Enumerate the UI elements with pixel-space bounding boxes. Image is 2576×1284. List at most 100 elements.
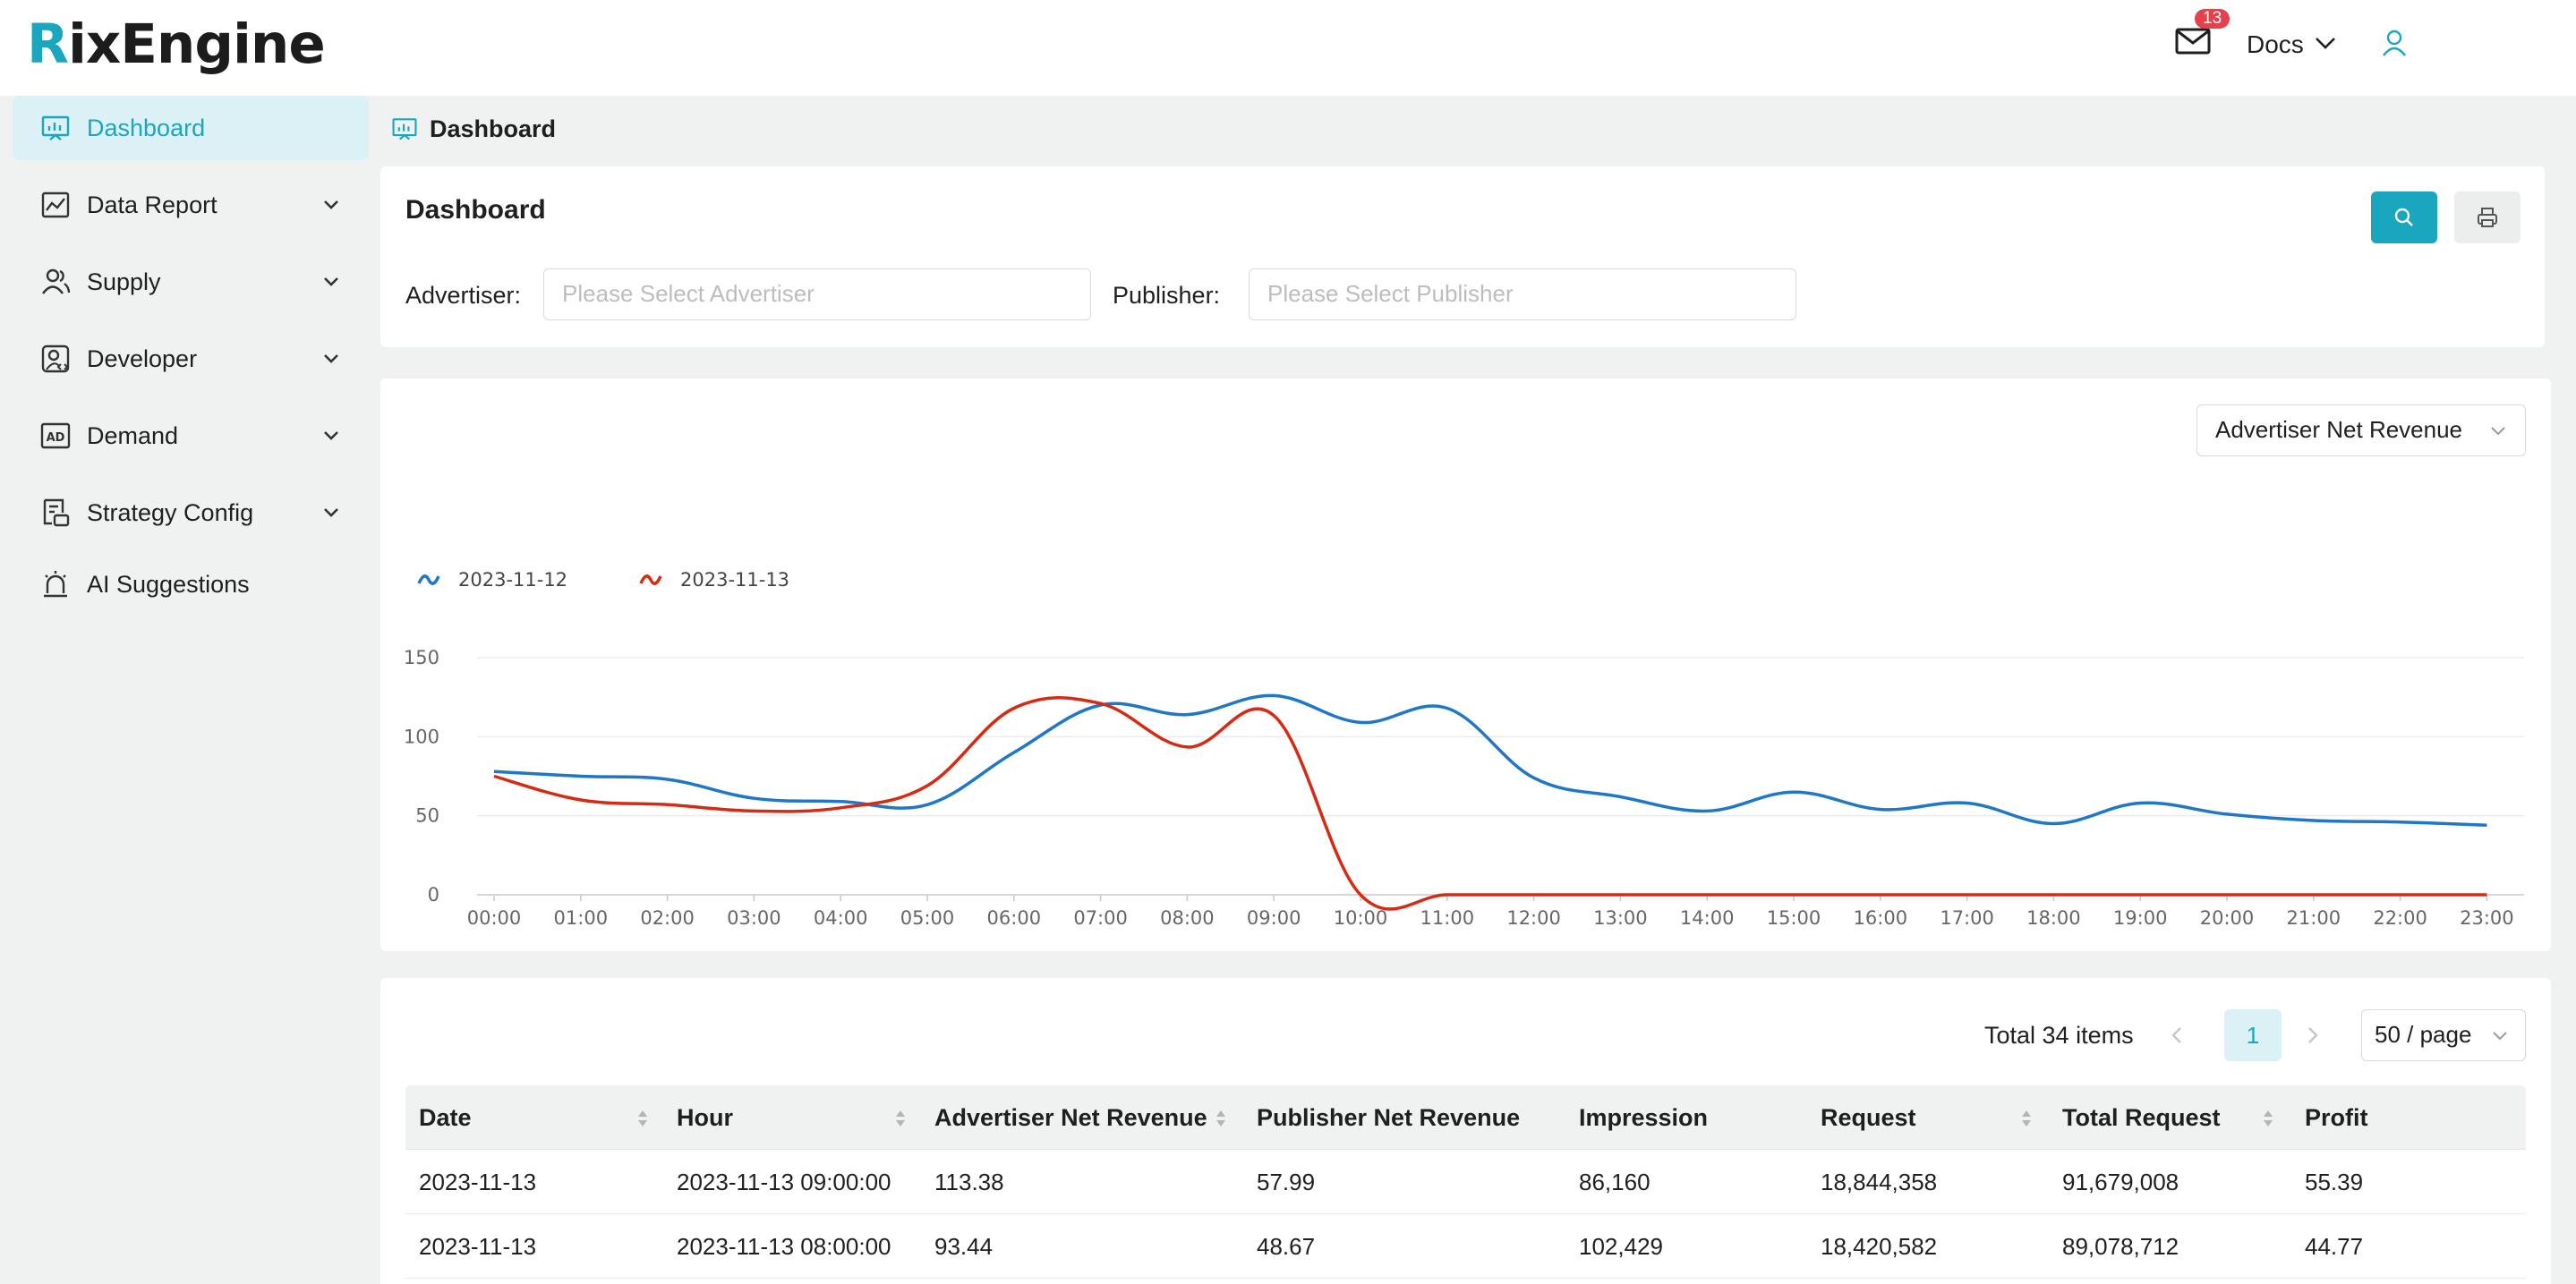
metric-select[interactable]: Advertiser Net Revenue bbox=[2196, 404, 2526, 456]
top-bar: RixEngine 13 Docs bbox=[0, 0, 2576, 96]
sidebar-item-demand[interactable]: AD Demand bbox=[13, 404, 369, 468]
legend-symbol bbox=[639, 574, 662, 585]
logo-accent-letter: R bbox=[27, 13, 69, 76]
sort-icon[interactable] bbox=[2020, 1109, 2033, 1128]
chevron-right-icon[interactable] bbox=[2303, 1023, 2323, 1048]
sidebar-item-label: Dashboard bbox=[87, 114, 206, 141]
sort-icon[interactable] bbox=[1215, 1109, 1227, 1128]
column-header-request[interactable]: Request bbox=[1821, 1104, 1916, 1131]
strategy-icon bbox=[43, 498, 70, 527]
sidebar-item-label: Supply bbox=[87, 268, 161, 295]
x-tick-label: 11:00 bbox=[1420, 907, 1475, 929]
print-button[interactable] bbox=[2454, 191, 2521, 243]
x-tick-label: 17:00 bbox=[1940, 907, 1994, 929]
x-tick-label: 05:00 bbox=[900, 907, 955, 929]
table-row[interactable]: 2023-11-13 2023-11-13 08:00:00 93.44 48.… bbox=[405, 1214, 2526, 1279]
x-tick-label: 14:00 bbox=[1680, 907, 1735, 929]
cell-hour: 2023-11-13 09:00:00 bbox=[677, 1169, 891, 1195]
sidebar-item-data-report[interactable]: Data Report bbox=[13, 173, 369, 237]
cell-impression: 86,160 bbox=[1579, 1169, 1651, 1195]
sidebar-item-label: Demand bbox=[87, 421, 179, 449]
sort-icon[interactable] bbox=[2262, 1109, 2274, 1128]
filter-card: Dashboard Advertiser: Please Select Adve… bbox=[380, 166, 2545, 347]
page-size-value: 50 / page bbox=[2375, 1021, 2472, 1048]
page-1-button[interactable]: 1 bbox=[2224, 1009, 2282, 1061]
y-tick-label: 150 bbox=[404, 647, 439, 668]
cell-total-request: 91,679,008 bbox=[2062, 1169, 2179, 1195]
x-tick-label: 23:00 bbox=[2460, 907, 2514, 929]
column-header-hour[interactable]: Hour bbox=[677, 1104, 733, 1131]
user-icon[interactable] bbox=[2381, 29, 2408, 57]
x-tick-label: 19:00 bbox=[2113, 907, 2168, 929]
column-header-advertiser-net-revenue[interactable]: Advertiser Net Revenue bbox=[934, 1104, 1207, 1131]
sidebar: Dashboard Data Report Supply Developer A… bbox=[0, 96, 376, 1284]
users-icon bbox=[42, 268, 71, 294]
sidebar-item-label: Developer bbox=[87, 344, 198, 372]
chevron-down-icon bbox=[324, 431, 338, 440]
sidebar-item-strategy-config[interactable]: Strategy Config bbox=[13, 480, 369, 545]
line-chart: 0 50 100 150 00:00 01:00 02:00 03:00 04:00 05:00 0… bbox=[404, 569, 2524, 929]
series-line-2023-11-13 bbox=[493, 695, 2487, 911]
x-tick-label: 20:00 bbox=[2200, 907, 2255, 929]
chevron-down-icon[interactable] bbox=[2314, 34, 2337, 52]
x-tick-label: 13:00 bbox=[1593, 907, 1648, 929]
page-title: Dashboard bbox=[405, 195, 546, 225]
x-tick-label: 01:00 bbox=[554, 907, 609, 929]
cell-request: 18,420,582 bbox=[1821, 1233, 1938, 1260]
x-tick-label: 03:00 bbox=[727, 907, 781, 929]
series-line-2023-11-12 bbox=[493, 693, 2487, 828]
publisher-select[interactable]: Please Select Publisher bbox=[1249, 268, 1796, 320]
sidebar-item-supply[interactable]: Supply bbox=[13, 250, 369, 314]
mail-count-badge: 13 bbox=[2195, 9, 2231, 29]
sidebar-item-label: AI Suggestions bbox=[87, 570, 250, 598]
column-header-impression: Impression bbox=[1579, 1104, 1709, 1131]
chevron-left-icon[interactable] bbox=[2167, 1023, 2187, 1048]
cell-total-request: 89,078,712 bbox=[2062, 1233, 2179, 1260]
x-tick-label: 18:00 bbox=[2026, 907, 2081, 929]
column-header-publisher-net-revenue: Publisher Net Revenue bbox=[1257, 1104, 1521, 1131]
x-tick-label: 09:00 bbox=[1247, 907, 1301, 929]
x-tick-label: 16:00 bbox=[1854, 907, 1908, 929]
sidebar-item-dashboard[interactable]: Dashboard bbox=[13, 96, 369, 160]
chevron-down-icon bbox=[324, 200, 338, 209]
cell-date: 2023-11-13 bbox=[419, 1233, 537, 1260]
mail-icon[interactable] bbox=[2175, 25, 2211, 57]
dashboard-icon bbox=[392, 118, 417, 140]
x-tick-label: 04:00 bbox=[814, 907, 868, 929]
cell-advertiser-net-revenue: 113.38 bbox=[934, 1169, 1004, 1195]
chevron-down-icon bbox=[324, 354, 338, 363]
sort-icon[interactable] bbox=[894, 1109, 907, 1128]
sort-icon[interactable] bbox=[636, 1109, 649, 1128]
table-header: Date Hour Advertiser Net Revenue Publish… bbox=[405, 1085, 2526, 1150]
sidebar-item-developer[interactable]: Developer bbox=[13, 327, 369, 391]
docs-menu[interactable]: Docs bbox=[2247, 30, 2304, 58]
x-tick-label: 02:00 bbox=[640, 907, 695, 929]
page-size-select[interactable]: 50 / page bbox=[2361, 1009, 2526, 1061]
column-header-date[interactable]: Date bbox=[419, 1104, 472, 1131]
table-row[interactable]: 2023-11-13 2023-11-13 09:00:00 113.38 57… bbox=[405, 1150, 2526, 1214]
advertiser-label: Advertiser: bbox=[405, 282, 522, 309]
x-tick-label: 08:00 bbox=[1160, 907, 1215, 929]
y-tick-label: 0 bbox=[428, 884, 439, 906]
y-tick-label: 100 bbox=[404, 726, 439, 747]
cell-date: 2023-11-13 bbox=[419, 1169, 537, 1195]
logo[interactable]: RixEngine bbox=[27, 13, 326, 77]
total-items: Total 34 items bbox=[1984, 1022, 2134, 1049]
legend-label: 2023-11-13 bbox=[680, 569, 789, 591]
chevron-down-icon bbox=[2493, 1032, 2507, 1041]
advertiser-select[interactable]: Please Select Advertiser bbox=[543, 268, 1091, 320]
sidebar-item-label: Data Report bbox=[87, 191, 218, 218]
cell-advertiser-net-revenue: 93.44 bbox=[934, 1233, 994, 1260]
cell-request: 18,844,358 bbox=[1821, 1169, 1938, 1195]
alarm-icon bbox=[44, 571, 67, 598]
developer-icon bbox=[41, 344, 70, 373]
x-tick-label: 22:00 bbox=[2373, 907, 2427, 929]
x-tick-label: 21:00 bbox=[2287, 907, 2341, 929]
x-tick-label: 06:00 bbox=[987, 907, 1042, 929]
column-header-total-request[interactable]: Total Request bbox=[2062, 1104, 2221, 1131]
sidebar-item-ai-suggestions[interactable]: AI Suggestions bbox=[13, 552, 369, 616]
search-button[interactable] bbox=[2371, 191, 2437, 243]
print-icon bbox=[2478, 208, 2497, 227]
chevron-down-icon bbox=[324, 508, 338, 517]
x-tick-label: 00:00 bbox=[467, 907, 522, 929]
